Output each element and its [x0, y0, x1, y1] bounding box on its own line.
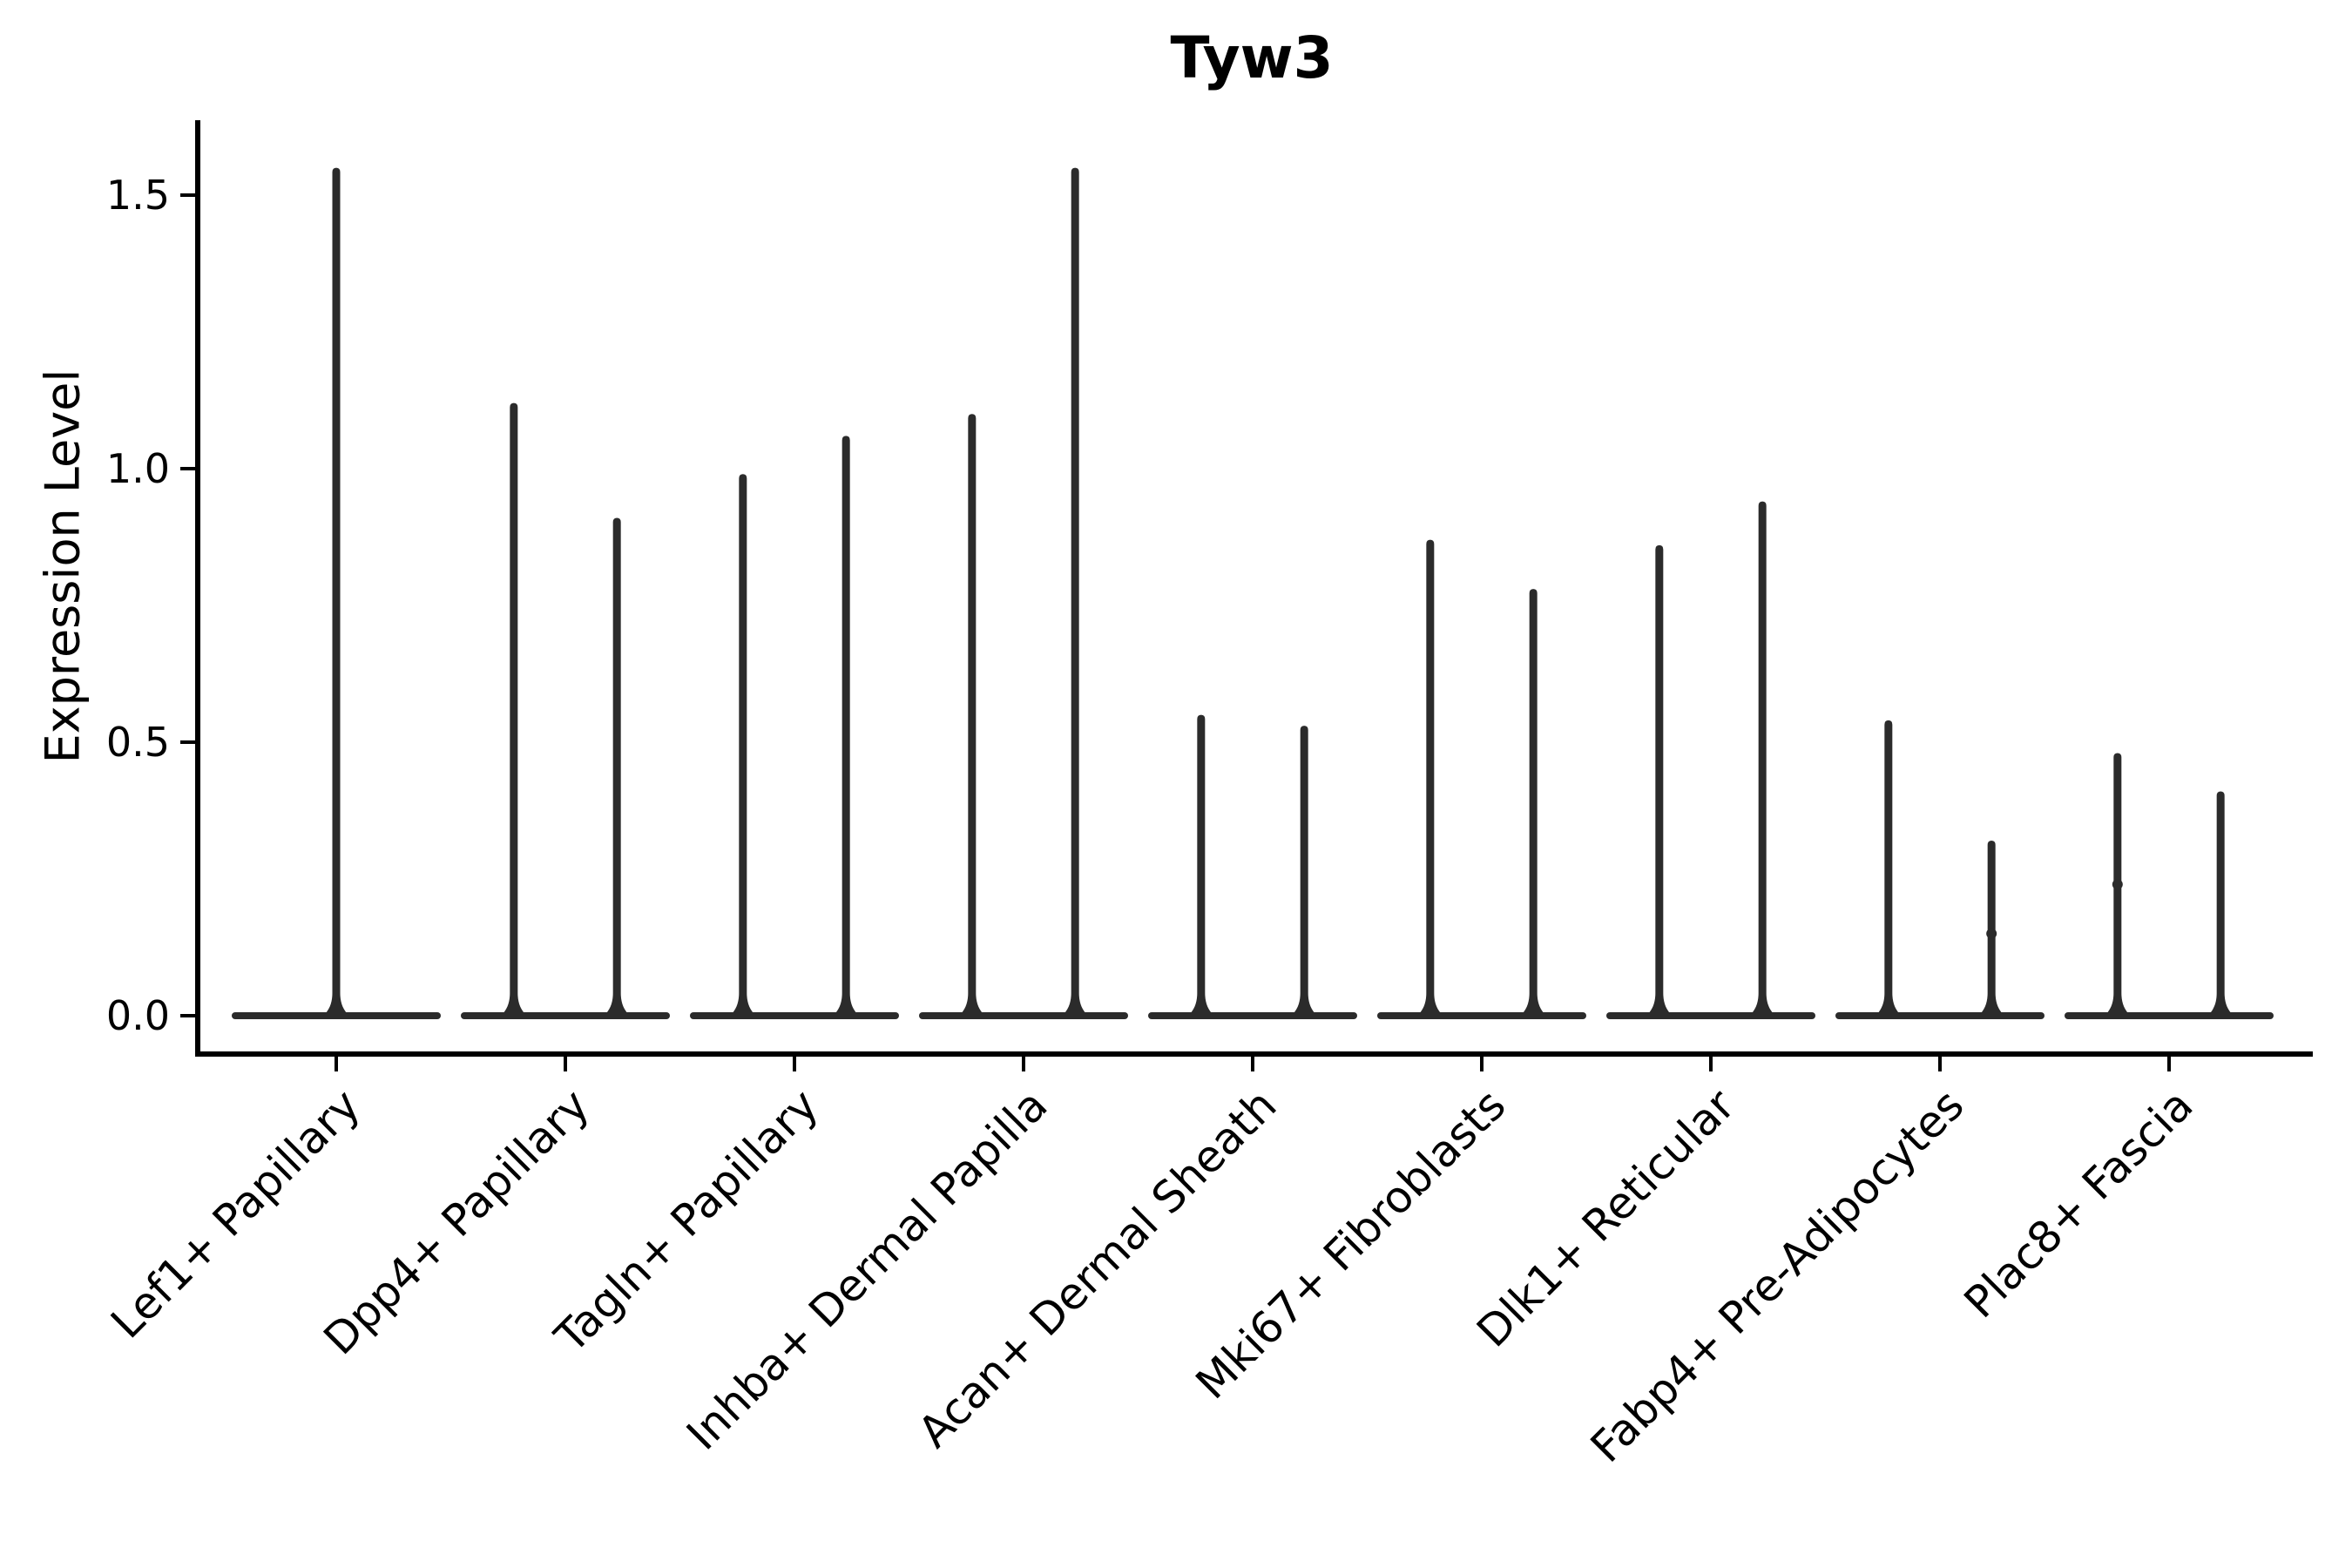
violin-spike: [729, 474, 756, 1016]
violin-spike: [1416, 539, 1443, 1016]
violin-base: [690, 1012, 899, 1019]
y-tick-label: 1.0: [106, 445, 170, 492]
violin-base: [461, 1012, 670, 1019]
violin-spike: [1749, 501, 1776, 1016]
y-tick-label: 1.5: [106, 172, 170, 219]
violin-density-knot: [2112, 879, 2123, 890]
x-category-label: Lef1+ Papillary: [101, 1079, 369, 1348]
chart-title: Tyw3: [1170, 24, 1334, 91]
violin-spike: [833, 436, 860, 1016]
violin-density-knot: [1986, 928, 1997, 939]
violin-spike: [1291, 726, 1318, 1016]
violin-spike: [1978, 841, 2005, 1016]
violin-spike: [1875, 720, 1902, 1016]
violin-spike: [1062, 167, 1089, 1017]
violin-spike: [1187, 714, 1214, 1016]
violin-base: [1835, 1012, 2044, 1019]
violin-spike: [323, 167, 349, 1017]
violin-spike: [958, 414, 985, 1016]
x-category-label: Fabp4+ Pre-Adipocytes: [1581, 1079, 1974, 1472]
violin-base: [2065, 1012, 2274, 1019]
violin-spike: [1520, 589, 1547, 1016]
violin-spike: [1646, 544, 1673, 1016]
violin-base: [1148, 1012, 1357, 1019]
violin-base: [919, 1012, 1128, 1019]
y-tick-label: 0.5: [106, 719, 170, 766]
violin-base: [1377, 1012, 1586, 1019]
violin-base: [1606, 1012, 1815, 1019]
x-category-label: Plac8+ Fascia: [1955, 1079, 2203, 1328]
violin-spike: [604, 517, 631, 1016]
violin-spike: [500, 402, 527, 1016]
violin-spike: [2207, 791, 2234, 1016]
y-tick-label: 0.0: [106, 992, 170, 1039]
